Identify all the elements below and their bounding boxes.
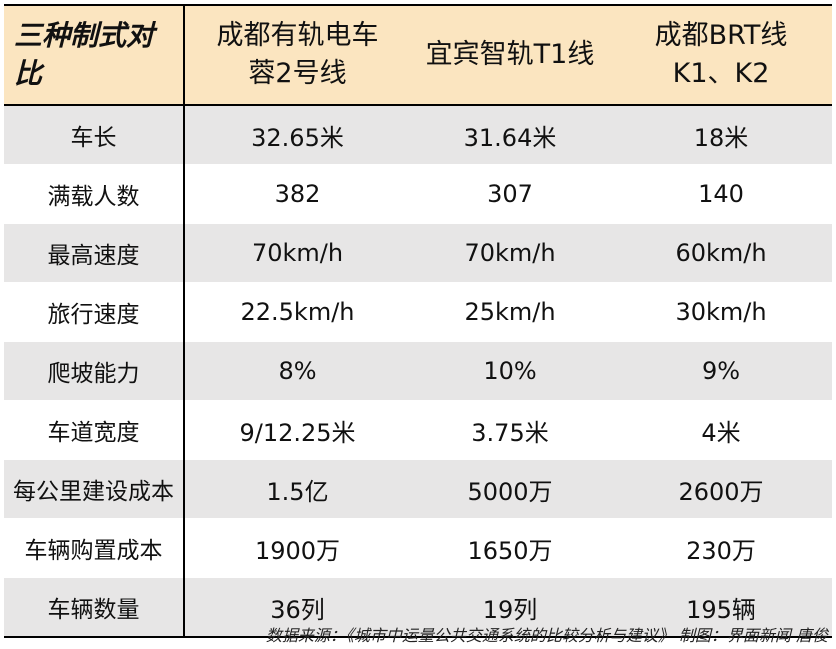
table-cell: 1650万: [410, 518, 610, 578]
header-cell: 宜宾智轨T1线: [410, 4, 610, 106]
table-row: 车辆购置成本 1900万 1650万 230万: [4, 518, 832, 578]
header-cell: 成都有轨电车 蓉2号线: [184, 4, 410, 106]
header-line: 比: [14, 57, 43, 90]
table-cell: 2600万: [610, 459, 832, 519]
table-cell: 18米: [610, 104, 832, 165]
table-row: 车长 32.65米 31.64米 18米: [4, 104, 832, 165]
table-body: 车长 32.65米 31.64米 18米 满载人数 382 307 140 最高速度 70km/h…: [4, 104, 832, 638]
table-cell: 8%: [184, 341, 410, 401]
header-line: K1、K2: [672, 58, 770, 89]
header-cell: 成都BRT线 K1、K2: [610, 4, 832, 106]
table-cell: 307: [410, 164, 610, 224]
table-cell: 5000万: [410, 459, 610, 519]
table-cell: 22.5km/h: [184, 282, 410, 342]
header-row: 三种制式对比成都有轨电车 蓉2号线 宜宾智轨T1线 成都BRT线 K1、K2: [4, 4, 832, 106]
table-row: 每公里建设成本 1.5亿 5000万 2600万: [4, 459, 832, 519]
table-cell: 最高速度: [4, 223, 185, 283]
table-cell: 1.5亿: [184, 459, 410, 519]
header-line: 三种制式对: [14, 19, 155, 52]
table-row: 满载人数 382 307 140: [4, 164, 832, 224]
header-line: 宜宾智轨T1线: [425, 39, 595, 70]
table-cell: 140: [610, 164, 832, 224]
comparison-table: 三种制式对比成都有轨电车 蓉2号线 宜宾智轨T1线 成都BRT线 K1、K2 车长 32.…: [4, 4, 832, 638]
table-cell: 1900万: [184, 518, 410, 578]
header-line: 蓉2号线: [248, 58, 347, 89]
table-cell: 3.75米: [410, 400, 610, 460]
table-cell: 9%: [610, 341, 832, 401]
header-cell: 三种制式对比: [4, 4, 185, 106]
table-cell: 车道宽度: [4, 400, 185, 460]
table-cell: 爬坡能力: [4, 341, 185, 401]
table-row: 车道宽度 9/12.25米 3.75米 4米: [4, 400, 832, 460]
table-cell: 70km/h: [410, 223, 610, 283]
table-cell: 25km/h: [410, 282, 610, 342]
table-cell: 车辆购置成本: [4, 518, 185, 578]
table-cell: 每公里建设成本: [4, 459, 185, 519]
table-cell: 230万: [610, 518, 832, 578]
header-line: 成都有轨电车: [216, 20, 379, 51]
table-cell: 旅行速度: [4, 282, 185, 342]
table-cell: 满载人数: [4, 164, 185, 224]
table-cell: 31.64米: [410, 104, 610, 165]
header-line: 成都BRT线: [654, 20, 788, 51]
table-cell: 4米: [610, 400, 832, 460]
table-cell: 32.65米: [184, 104, 410, 165]
table-cell: 382: [184, 164, 410, 224]
table-cell: 车辆数量: [4, 577, 185, 638]
table-row: 爬坡能力 8% 10% 9%: [4, 341, 832, 401]
table-row: 旅行速度 22.5km/h 25km/h 30km/h: [4, 282, 832, 342]
table-cell: 60km/h: [610, 223, 832, 283]
table-row: 最高速度 70km/h 70km/h 60km/h: [4, 223, 832, 283]
table-cell: 车长: [4, 104, 185, 165]
table-cell: 10%: [410, 341, 610, 401]
table-cell: 36列: [184, 577, 410, 638]
table-cell: 70km/h: [184, 223, 410, 283]
table-cell: 30km/h: [610, 282, 832, 342]
source-note: 数据来源：《城市中运量公共交通系统的比较分析与建议》 制图：界面新闻 唐俊: [265, 626, 828, 645]
table-cell: 195辆: [610, 577, 832, 638]
table-cell: 9/12.25米: [184, 400, 410, 460]
table-row: 车辆数量 36列 19列 195辆: [4, 577, 832, 638]
table-cell: 19列: [410, 577, 610, 638]
